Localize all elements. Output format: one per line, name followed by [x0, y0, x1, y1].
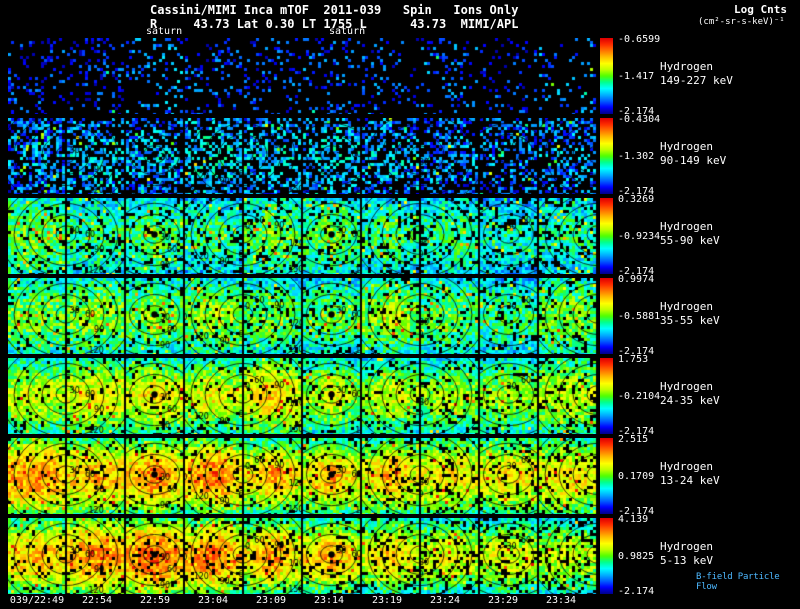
species-label: Hydrogen — [660, 540, 713, 553]
colorbar-row-6 — [600, 438, 613, 514]
energy-range-label: 13-24 keV — [660, 474, 720, 487]
energy-range-label: 5-13 keV — [660, 554, 713, 567]
time-tick-label: 23:14 — [313, 595, 345, 606]
colorbar-tick-max: 4.139 — [618, 514, 649, 525]
colorbar-tick-mid: -1.302 — [618, 151, 655, 162]
colorbar-tick-max: 0.9974 — [618, 274, 655, 285]
colorbar-units-formula: (cm²-sr-s-keV)⁻¹ — [698, 17, 785, 27]
colorbar-units-title: Log Cnts — [734, 3, 787, 16]
energy-range-label: 24-35 keV — [660, 394, 720, 407]
colorbar-tick-mid: 0.9825 — [618, 551, 655, 562]
colorbar-tick-min: -2.174 — [618, 506, 655, 517]
colorbar-tick-mid: -0.9234 — [618, 231, 661, 242]
channel-label-row-4: Hydrogen 35-55 keV — [660, 300, 720, 328]
time-tick-label: 23:34 — [545, 595, 577, 606]
species-label: Hydrogen — [660, 140, 713, 153]
colorbar-tick-min: -2.174 — [618, 346, 655, 357]
saturn-annotation: saturn — [329, 26, 366, 37]
energy-range-label: 55-90 keV — [660, 234, 720, 247]
time-tick-label: 039/22:49 — [9, 595, 65, 606]
time-tick-label: 23:29 — [487, 595, 519, 606]
spectrogram-canvas-row-1 — [8, 38, 600, 114]
species-label: Hydrogen — [660, 460, 713, 473]
channel-row-1: -0.6599 -1.417 -2.174 Hydrogen 149-227 k… — [0, 34, 800, 117]
colorbar-tick-min: -2.174 — [618, 266, 655, 277]
colorbar-tick-min: -2.174 — [618, 186, 655, 197]
colorbar-tick-min: -2.174 — [618, 106, 655, 117]
channel-row-4: 0.9974 -0.5881 -2.174 Hydrogen 35-55 keV — [0, 274, 800, 357]
channel-label-row-2: Hydrogen 90-149 keV — [660, 140, 726, 168]
colorbar-tick-max: 0.3269 — [618, 194, 655, 205]
colorbar-row-7 — [600, 518, 613, 594]
spectrogram-canvas-row-3 — [8, 198, 600, 274]
plot-subtitle: R 43.73 Lat 0.30 LT 1755 L 43.73 MIMI/AP… — [150, 17, 519, 31]
colorbar-tick-mid: -0.2104 — [618, 391, 661, 402]
colorbar-tick-min: -2.174 — [618, 426, 655, 437]
colorbar-tick-mid: 0.1709 — [618, 471, 655, 482]
colorbar-tick-max: -0.4304 — [618, 114, 661, 125]
colorbar-row-5 — [600, 358, 613, 434]
colorbar-tick-max: 2.515 — [618, 434, 649, 445]
spectrogram-canvas-row-2 — [8, 118, 600, 194]
energy-range-label: 35-55 keV — [660, 314, 720, 327]
species-label: Hydrogen — [660, 380, 713, 393]
colorbar-tick-max: 1.753 — [618, 354, 649, 365]
channel-row-7: 4.139 0.9825 -2.174 Hydrogen 5-13 keV — [0, 514, 800, 597]
colorbar-tick-mid: -0.5881 — [618, 311, 661, 322]
channel-label-row-1: Hydrogen 149-227 keV — [660, 60, 733, 88]
spectrogram-canvas-row-4 — [8, 278, 600, 354]
spectrogram-canvas-row-6 — [8, 438, 600, 514]
channel-row-6: 2.515 0.1709 -2.174 Hydrogen 13-24 keV — [0, 434, 800, 517]
plot-title: Cassini/MIMI Inca mTOF 2011-039 Spin Ion… — [150, 3, 519, 17]
colorbar-row-2 — [600, 118, 613, 194]
colorbar-row-3 — [600, 198, 613, 274]
channel-row-2: -0.4304 -1.302 -2.174 Hydrogen 90-149 ke… — [0, 114, 800, 197]
spectrogram-canvas-row-7 — [8, 518, 600, 594]
time-tick-label: 23:24 — [429, 595, 461, 606]
species-label: Hydrogen — [660, 300, 713, 313]
colorbar-row-1 — [600, 38, 613, 114]
spectrogram-canvas-row-5 — [8, 358, 600, 434]
channel-label-row-3: Hydrogen 55-90 keV — [660, 220, 720, 248]
bfield-particle-flow-label: B-field Particle Flow — [696, 572, 780, 592]
colorbar-tick-min: -2.174 — [618, 586, 655, 597]
channel-label-row-5: Hydrogen 24-35 keV — [660, 380, 720, 408]
colorbar-tick-mid: -1.417 — [618, 71, 655, 82]
time-axis: 039/22:49 22:54 22:59 23:04 23:09 23:14 … — [0, 595, 800, 609]
species-label: Hydrogen — [660, 220, 713, 233]
saturn-annotation: saturn — [146, 26, 183, 37]
time-tick-label: 22:54 — [81, 595, 113, 606]
time-tick-label: 23:09 — [255, 595, 287, 606]
energy-range-label: 90-149 keV — [660, 154, 727, 167]
time-tick-label: 23:19 — [371, 595, 403, 606]
colorbar-row-4 — [600, 278, 613, 354]
channel-label-row-7: Hydrogen 5-13 keV — [660, 540, 713, 568]
time-tick-label: 23:04 — [197, 595, 229, 606]
time-tick-label: 22:59 — [139, 595, 171, 606]
channel-row-5: 1.753 -0.2104 -2.174 Hydrogen 24-35 keV — [0, 354, 800, 437]
channel-row-3: 0.3269 -0.9234 -2.174 Hydrogen 55-90 keV — [0, 194, 800, 277]
channel-label-row-6: Hydrogen 13-24 keV — [660, 460, 720, 488]
species-label: Hydrogen — [660, 60, 713, 73]
colorbar-tick-max: -0.6599 — [618, 34, 661, 45]
energy-range-label: 149-227 keV — [660, 74, 733, 87]
